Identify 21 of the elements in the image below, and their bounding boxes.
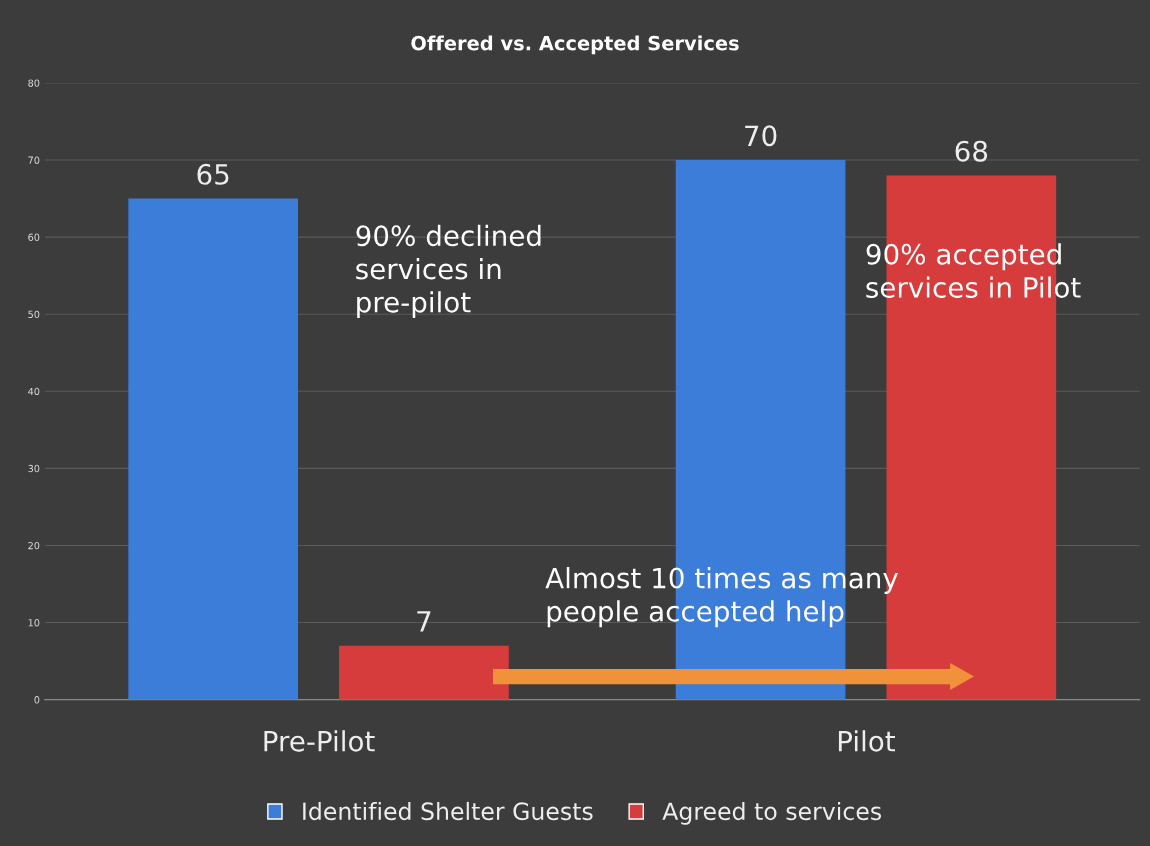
x-tick-label: Pre-Pilot [264, 730, 375, 752]
data-label: 70 [745, 125, 777, 147]
chart-title: Offered vs. Accepted Services [411, 35, 739, 55]
data-label: 68 [955, 140, 988, 162]
data-label: 7 [417, 611, 431, 632]
y-tick-label: 50 [28, 310, 40, 319]
data-label: 65 [197, 163, 229, 185]
y-tick-label: 80 [28, 79, 40, 87]
y-tick-label: 30 [28, 464, 40, 473]
y-tick-label: 60 [28, 233, 40, 241]
y-tick-label: 40 [28, 387, 40, 396]
y-tick-label: 70 [28, 156, 40, 164]
annotation: 90% declined services in pre-pilot [356, 224, 541, 319]
legend-label: Identified Shelter Guests [303, 801, 593, 821]
bar [128, 198, 299, 700]
legend-label: Agreed to services [662, 801, 881, 825]
y-tick-label: 0 [34, 696, 40, 704]
x-tick-label: Pilot [838, 730, 896, 752]
bar [339, 645, 509, 700]
y-tick-label: 20 [28, 541, 40, 550]
y-tick-label: 10 [28, 619, 40, 627]
